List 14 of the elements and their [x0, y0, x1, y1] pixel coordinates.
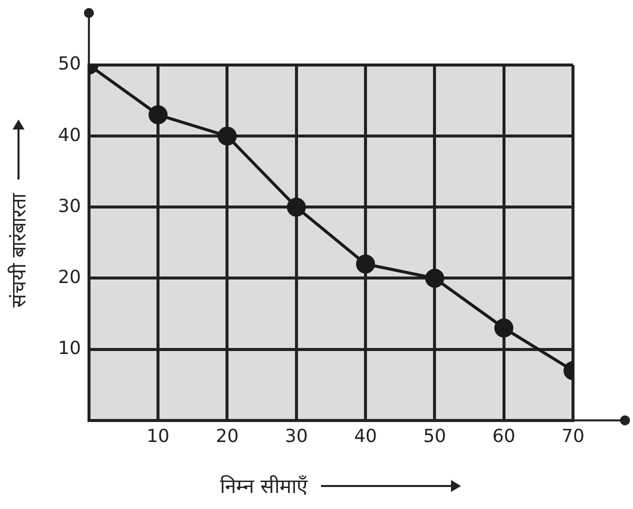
y-tick-label: 30	[58, 196, 81, 217]
x-tick-label: 70	[562, 426, 584, 447]
y-tick-label: 10	[58, 338, 81, 359]
y-tick-label: 50	[58, 54, 81, 75]
x-tick-label: 30	[284, 426, 308, 447]
x-tick-label: 10	[146, 426, 170, 447]
x-tick-label: 60	[492, 426, 516, 447]
x-tick-label: 50	[423, 426, 446, 447]
x-tick-label: 20	[216, 426, 239, 447]
x-axis-title: निम्न सीमाएँ	[220, 473, 308, 499]
y-axis-title: संचयी बारंबारता	[6, 193, 32, 308]
y-tick-label: 40	[58, 124, 81, 146]
y-tick-label: 20	[58, 266, 81, 288]
x-tick-label: 40	[354, 426, 377, 447]
